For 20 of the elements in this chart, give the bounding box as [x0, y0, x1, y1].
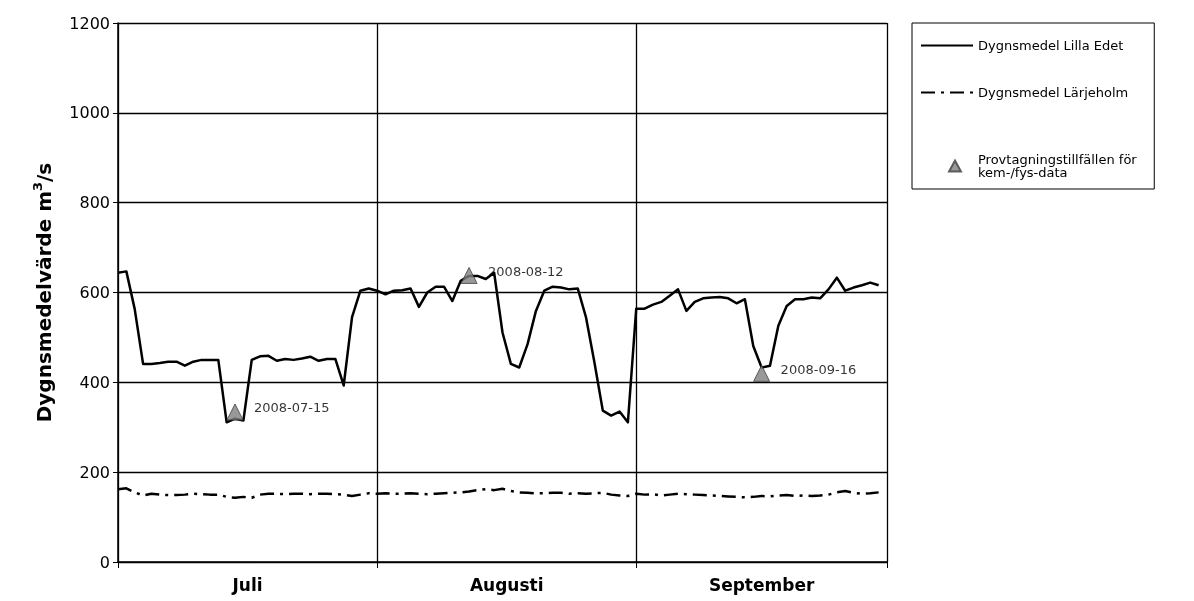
y-tick-label: 1200 — [69, 13, 110, 33]
y-tick-label: 200 — [79, 462, 110, 482]
annotation: 2008-09-16 — [780, 361, 857, 377]
annotation: 2008-07-15 — [254, 400, 330, 416]
point — [753, 364, 771, 382]
y-tick-label: 1000 — [69, 103, 110, 123]
x-tick-label: Augusti — [469, 574, 544, 595]
point — [460, 266, 478, 284]
point — [226, 403, 244, 421]
legend-label: Dygnsmedel Lärjeholm — [978, 85, 1129, 100]
y-tick-label: 800 — [79, 193, 110, 213]
legend-label: Dygnsmedel Lilla Edet — [978, 38, 1124, 53]
legend-label: Provtagningstillfällen för kem-/fys-data — [978, 152, 1141, 180]
y-tick-label: 400 — [79, 372, 110, 392]
y-tick-label: 0 — [99, 552, 110, 572]
x-tick-label: September — [708, 574, 815, 595]
annotation: 2008-08-12 — [488, 263, 564, 279]
x-tick-label: Juli — [231, 574, 263, 595]
y-axis-title: Dygnsmedelvärde m3/s — [30, 162, 56, 423]
y-tick-label: 600 — [79, 283, 110, 302]
